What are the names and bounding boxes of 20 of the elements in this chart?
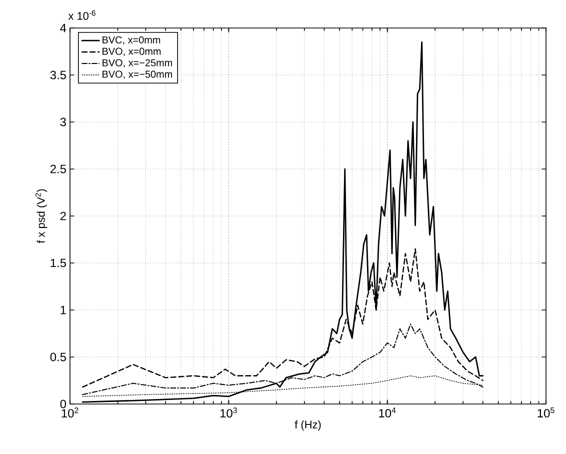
y-tick-label: 3 [60,118,66,126]
y-tick-label: 0.5 [50,352,66,362]
y-tick-label: 1 [60,306,66,314]
x-tick-label: 10$^{2}$ [62,408,78,418]
y-tick-label: 0 [60,400,66,408]
y-tick-label: 2.5 [50,164,66,174]
y-tick-label: 4 [60,24,66,32]
y-tick-label: 3.5 [50,70,66,80]
legend-label: BVO, x=−25mm [102,59,172,68]
legend-label: BVO, x=0mm [102,48,161,56]
x-tick-label: 10$^{3}$ [220,408,237,418]
x-tick-label: 10$^{5}$ [538,408,554,418]
x-tick-label: 10$^{4}$ [379,408,396,418]
legend-label: BVO, x=−50mm [102,70,172,79]
legend-label: BVC, x=0mm [102,36,160,45]
y-tick-label: 2 [60,212,66,220]
y-tick-label: 1.5 [50,258,66,268]
y-axis-title: f x psd (V$^{2}$) [35,189,48,244]
text: x 10$^{-6}$ [68,10,96,20]
x-axis-title: f (Hz) [294,420,321,431]
